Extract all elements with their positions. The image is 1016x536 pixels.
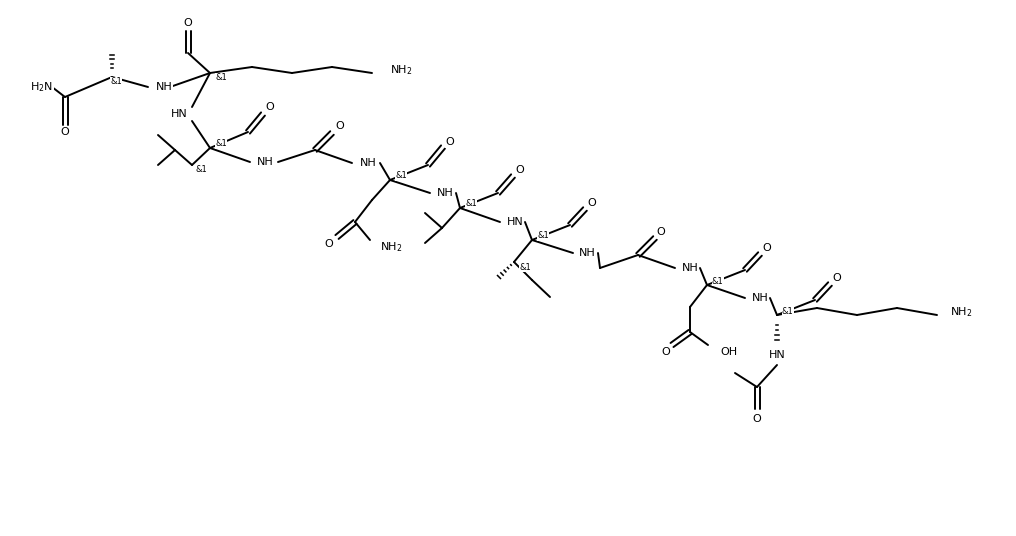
Text: OH: OH <box>720 347 738 357</box>
Text: &1: &1 <box>196 166 207 175</box>
Text: O: O <box>833 273 841 283</box>
Text: O: O <box>763 243 771 253</box>
Text: O: O <box>61 127 69 137</box>
Text: O: O <box>656 227 665 237</box>
Text: &1: &1 <box>395 172 406 181</box>
Text: O: O <box>587 198 596 208</box>
Text: O: O <box>661 347 671 357</box>
Text: &1: &1 <box>465 199 477 209</box>
Text: NH: NH <box>360 158 377 168</box>
Text: HN: HN <box>507 217 524 227</box>
Text: O: O <box>516 165 524 175</box>
Text: &1: &1 <box>712 277 723 286</box>
Text: O: O <box>446 137 454 147</box>
Text: &1: &1 <box>782 307 793 316</box>
Text: NH$_2$: NH$_2$ <box>950 305 972 319</box>
Text: O: O <box>335 121 344 131</box>
Text: NH: NH <box>156 82 173 92</box>
Text: O: O <box>753 414 761 424</box>
Text: &1: &1 <box>215 73 227 83</box>
Text: HN: HN <box>769 350 785 360</box>
Text: NH$_2$: NH$_2$ <box>390 63 412 77</box>
Text: O: O <box>325 239 333 249</box>
Text: O: O <box>265 102 274 112</box>
Text: NH: NH <box>437 188 454 198</box>
Text: &1: &1 <box>110 78 122 86</box>
Text: NH$_2$: NH$_2$ <box>380 240 402 254</box>
Text: NH: NH <box>257 157 273 167</box>
Text: &1: &1 <box>519 263 530 272</box>
Text: NH: NH <box>579 248 595 258</box>
Text: HN: HN <box>172 109 188 119</box>
Text: &1: &1 <box>215 139 227 148</box>
Text: O: O <box>184 18 192 28</box>
Text: &1: &1 <box>537 232 549 241</box>
Text: NH: NH <box>752 293 769 303</box>
Text: NH: NH <box>682 263 699 273</box>
Text: H$_2$N: H$_2$N <box>30 80 53 94</box>
